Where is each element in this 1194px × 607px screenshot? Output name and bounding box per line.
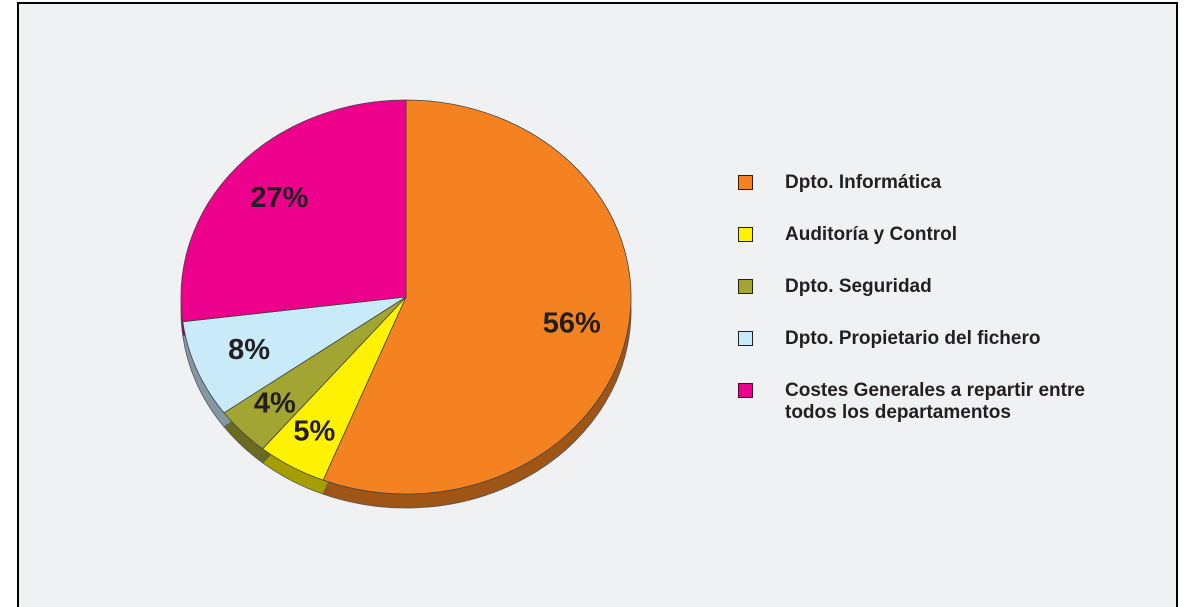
legend-label: Auditoría y Control bbox=[785, 224, 958, 245]
data-label: 27% bbox=[250, 182, 308, 214]
pie-slice bbox=[322, 99, 632, 495]
pie-slice bbox=[180, 99, 407, 323]
data-label: 56% bbox=[543, 307, 601, 339]
pie-top bbox=[180, 99, 632, 495]
pie-slice bbox=[182, 296, 407, 414]
legend-item: Dpto. Propietario del fichero bbox=[738, 328, 1138, 350]
legend-swatch bbox=[738, 331, 753, 346]
legend-label: Dpto. Seguridad bbox=[785, 276, 932, 297]
data-label: 4% bbox=[254, 388, 296, 420]
legend-item: Dpto. Informática bbox=[738, 172, 1138, 194]
legend-item: Dpto. Seguridad bbox=[738, 276, 1138, 298]
legend-label: Costes Generales a repartir entre todos … bbox=[785, 380, 1085, 423]
data-label: 8% bbox=[228, 334, 270, 366]
legend-label: Dpto. Propietario del fichero bbox=[785, 328, 1041, 349]
legend-item: Auditoría y Control bbox=[738, 224, 1138, 246]
pie-labels: 56% 5%4% 8% 27% bbox=[228, 182, 601, 447]
legend-swatch bbox=[738, 175, 753, 190]
legend-swatch bbox=[738, 383, 753, 398]
legend-swatch bbox=[738, 279, 753, 294]
legend: Dpto. Informática Auditoría y Control Dpto… bbox=[738, 172, 1138, 454]
data-label: 5% bbox=[293, 415, 335, 447]
legend-item: Costes Generales a repartir entre todos … bbox=[738, 380, 1138, 424]
legend-swatch bbox=[738, 227, 753, 242]
legend-label: Dpto. Informática bbox=[785, 172, 942, 193]
